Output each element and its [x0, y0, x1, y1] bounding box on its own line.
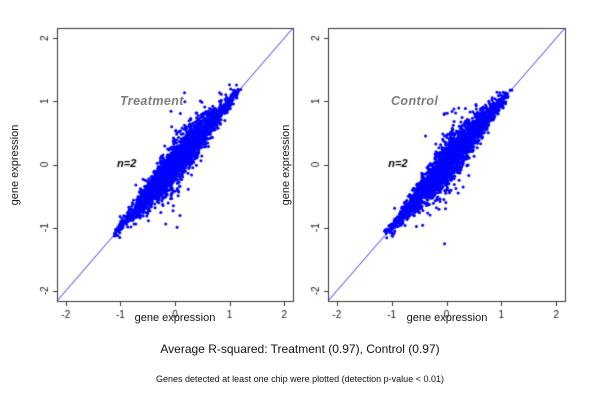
x-axis-label-treatment: gene expression [134, 312, 216, 324]
y-axis-label-treatment: gene expression [9, 124, 21, 206]
caption-detection-footnote: Genes detected at least one chip were pl… [156, 374, 444, 384]
x-axis-label-control: gene expression [406, 312, 488, 324]
caption-average-r-squared: Average R-squared: Treatment (0.97), Con… [160, 342, 440, 356]
panel-title-treatment: Treatment [120, 94, 184, 108]
y-axis-label-control: gene expression [280, 124, 292, 206]
panel-title-control: Control [391, 94, 439, 108]
